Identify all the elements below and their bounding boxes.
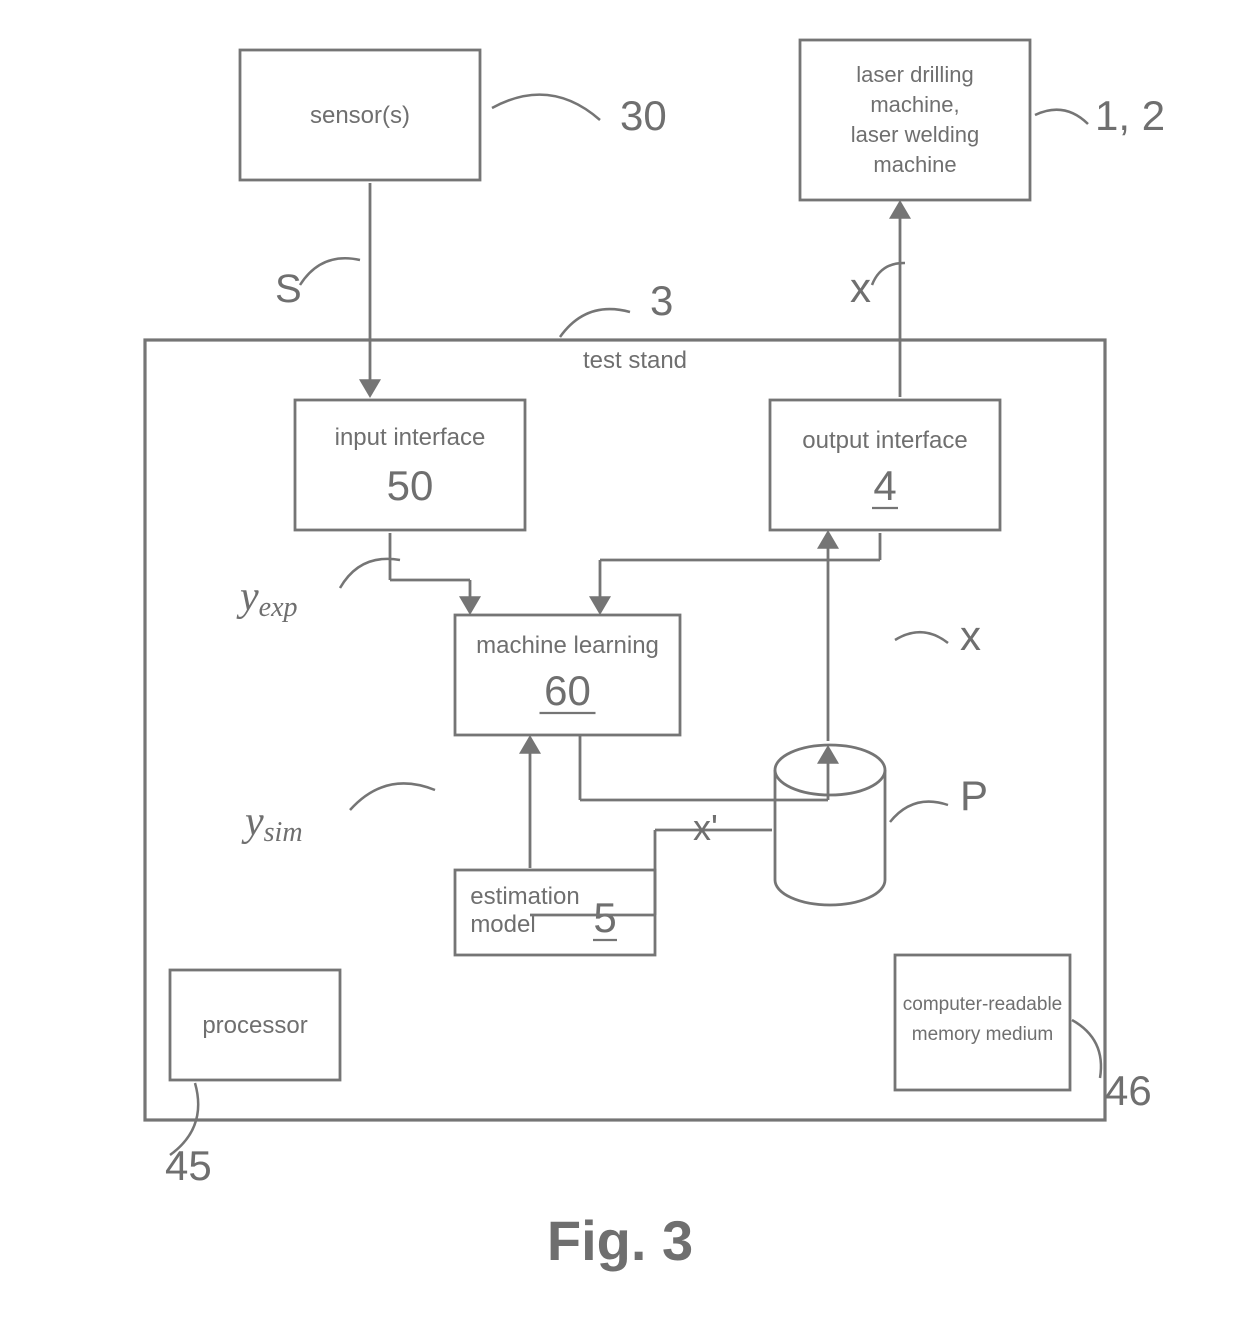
callout-P_label: P [960, 772, 988, 819]
callout-proc_num: 45 [165, 1142, 212, 1189]
callout-mem_num: 46 [1105, 1067, 1152, 1114]
est-label2: model [470, 911, 535, 938]
machine-line-3: machine [873, 152, 956, 177]
memory-line-0: computer-readable [903, 994, 1062, 1015]
processor-label: processor [202, 1012, 307, 1039]
callout-sensor_num: 30 [620, 92, 667, 139]
x-out-label: x [850, 264, 871, 311]
s-label: S [275, 267, 302, 311]
callout-machine_num: 1, 2 [1095, 92, 1165, 139]
test-stand-label: test stand [583, 347, 687, 374]
machine-line-1: machine, [870, 92, 959, 117]
memory-box [895, 955, 1070, 1090]
input-interface-num: 50 [387, 462, 434, 509]
callout-outer_num: 3 [650, 277, 673, 324]
ml-num: 60 [544, 667, 591, 714]
est-label1: estimation [470, 883, 579, 910]
output-interface-num: 4 [873, 462, 896, 509]
memory-line-1: memory medium [912, 1024, 1053, 1045]
output-interface-label: output interface [802, 427, 967, 454]
ml-label: machine learning [476, 632, 659, 659]
callout-x_inner: x [960, 612, 981, 659]
ysim-label: ysim [241, 799, 303, 848]
input-interface-label: input interface [335, 424, 486, 451]
machine-line-0: laser drilling [856, 62, 973, 87]
est-num: 5 [593, 894, 616, 941]
sensor-label: sensor(s) [310, 102, 410, 129]
machine-line-2: laser welding [851, 122, 979, 147]
figure-label: Fig. 3 [547, 1209, 693, 1272]
yexp-label: yexp [236, 574, 298, 623]
xprime-label: x' [693, 807, 718, 848]
